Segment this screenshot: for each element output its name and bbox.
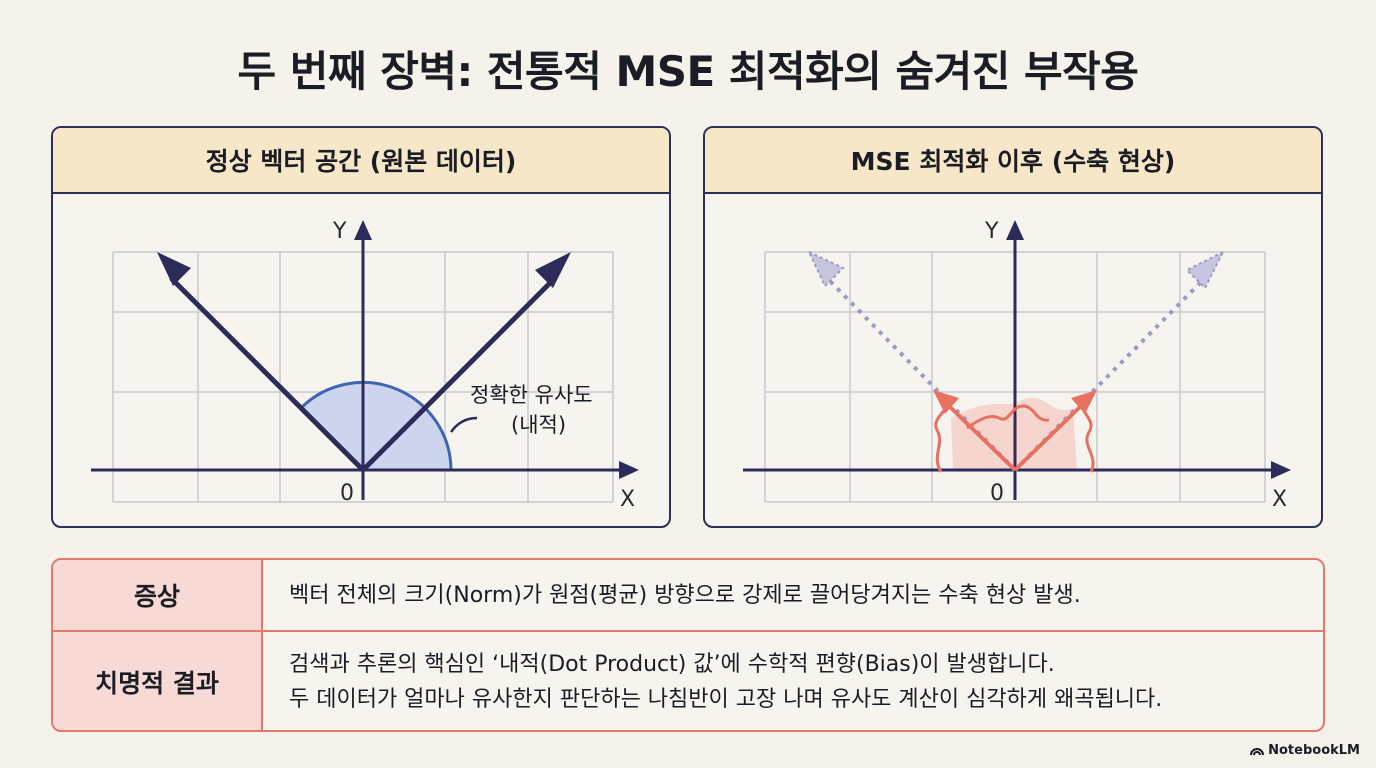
symptom-label: 증상	[53, 560, 263, 630]
notebooklm-brand: NotebookLM	[1250, 743, 1360, 758]
shrunk-vector-b	[1013, 402, 1085, 472]
symptom-row: 증상 벡터 전체의 크기(Norm)가 원점(평균) 방향으로 강제로 끌어당겨…	[53, 560, 1323, 632]
similarity-annotation-line2: (내적)	[511, 413, 566, 437]
original-vector-b-ghost-arrowhead	[1185, 249, 1226, 290]
shrinkage-vector-diagram: Y X 0	[743, 219, 1291, 512]
x-axis-arrowhead	[619, 461, 639, 479]
annotation-leader	[449, 416, 478, 433]
x-axis-arrowhead	[1271, 461, 1291, 479]
origin-label: 0	[990, 481, 1004, 506]
symptom-cell: 벡터 전체의 크기(Norm)가 원점(평균) 방향으로 강제로 끌어당겨지는 …	[263, 560, 1323, 630]
notebooklm-logo-icon	[1250, 747, 1265, 755]
y-axis-label: Y	[332, 219, 347, 244]
brand-label: NotebookLM	[1268, 743, 1360, 758]
similarity-arc	[299, 380, 453, 471]
similarity-annotation-line1: 정확한 유사도	[470, 383, 593, 407]
consequence-text-line2: 두 데이터가 얼마나 유사한지 판단하는 나침반이 고장 나며 유사도 계산이 …	[289, 687, 1163, 712]
consequence-cell: 검색과 추론의 핵심인 ‘내적(Dot Product) 값’에 수학적 편향(…	[263, 632, 1323, 730]
vector-a-arrowhead	[157, 252, 191, 286]
page-title: 두 번째 장벽: 전통적 MSE 최적화의 숨겨진 부작용	[237, 47, 1139, 96]
normal-vector-diagram: Y X 0 정확한 유사도 (내적)	[91, 219, 639, 512]
shrunk-vector-a	[947, 404, 1017, 472]
vector-b	[361, 278, 555, 472]
origin-label: 0	[340, 481, 354, 506]
similarity-sector	[301, 382, 451, 470]
consequence-text-line1: 검색과 추론의 핵심인 ‘내적(Dot Product) 값’에 수학적 편향(…	[289, 652, 1055, 677]
shrunk-vector-a-arrowhead	[933, 390, 959, 414]
original-vector-a-ghost	[825, 276, 1017, 472]
distortion-wave-left	[934, 401, 951, 473]
shrunk-vector-b-arrowhead	[1071, 390, 1097, 414]
vector-b-arrowhead	[535, 252, 571, 288]
mse-panel-heading: MSE 최적화 이후 (수축 현상)	[705, 128, 1321, 194]
distortion-wave-right	[1079, 399, 1095, 473]
mse-shrinkage-panel: MSE 최적화 이후 (수축 현상)	[703, 126, 1323, 528]
consequence-row: 치명적 결과 검색과 추론의 핵심인 ‘내적(Dot Product) 값’에 …	[53, 632, 1323, 730]
x-axis-label: X	[1272, 487, 1287, 512]
y-axis-arrowhead	[1006, 220, 1024, 240]
effects-table: 증상 벡터 전체의 크기(Norm)가 원점(평균) 방향으로 강제로 끌어당겨…	[51, 558, 1325, 732]
original-vector-b-ghost	[1013, 278, 1205, 472]
consequence-label: 치명적 결과	[53, 632, 263, 730]
symptom-text: 벡터 전체의 크기(Norm)가 원점(평균) 방향으로 강제로 끌어당겨지는 …	[289, 582, 1081, 608]
y-axis-arrowhead	[354, 220, 372, 240]
normal-panel-heading: 정상 벡터 공간 (원본 데이터)	[53, 128, 669, 194]
vector-a	[169, 276, 365, 472]
distortion-wave-top	[966, 404, 1050, 430]
y-axis-label: Y	[984, 219, 999, 244]
original-vector-a-ghost-arrowhead	[806, 249, 845, 288]
normal-vector-space-panel: 정상 벡터 공간 (원본 데이터)	[51, 126, 671, 528]
x-axis-label: X	[620, 487, 635, 512]
